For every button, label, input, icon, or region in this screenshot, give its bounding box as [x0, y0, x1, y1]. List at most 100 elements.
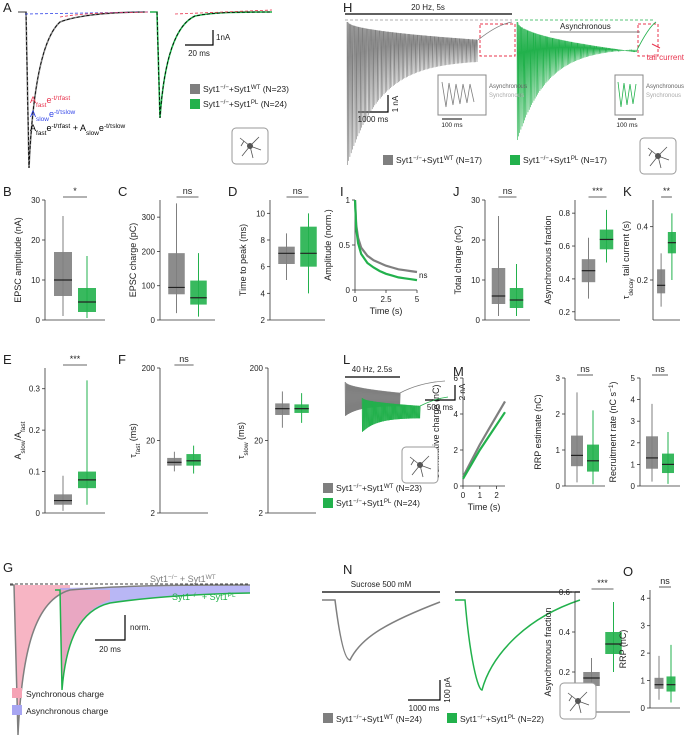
sync-area: [14, 585, 70, 735]
box: [646, 436, 658, 469]
legend-entry: Synchronous charge: [26, 689, 104, 699]
series-line: [462, 400, 506, 478]
y-axis-label: Time to peak (ms): [238, 224, 248, 296]
panel-letter: M: [453, 364, 464, 379]
text-part: −/−: [220, 99, 229, 106]
y-tick-label: 0.6: [559, 588, 571, 597]
trace-group-g: [10, 583, 251, 736]
text-part: slow: [20, 440, 27, 453]
text-part: A: [13, 453, 23, 459]
text-part: +Syt1: [362, 483, 384, 493]
y-tick-label: 10: [471, 276, 480, 285]
arrow: [651, 43, 661, 49]
legend-swatch: [510, 155, 520, 165]
y-axis-label: τdecay tail current (s): [621, 221, 635, 299]
text-part: +Syt1: [229, 99, 251, 109]
text-part: slow: [86, 130, 99, 137]
label: Afaste-t/τfast + Aslowe-t/τslow: [30, 123, 126, 137]
text-part: (N=24): [393, 714, 422, 724]
text-part: + A: [70, 123, 86, 133]
text-part: tail current (s): [621, 221, 631, 279]
y-tick-label: 0.5: [339, 241, 351, 250]
y-axis-label: τfast (ms): [128, 423, 142, 458]
box: [587, 444, 599, 472]
trace: [18, 11, 146, 169]
text-part: (N=23): [260, 84, 289, 94]
panel-letter: B: [3, 184, 12, 199]
legend-swatch: [190, 84, 200, 94]
text-part: e: [46, 95, 51, 105]
label: 20 Hz, 5s: [411, 3, 445, 12]
y-tick-label: 3: [556, 374, 561, 383]
trace: [346, 21, 478, 166]
significance: ns: [503, 186, 513, 196]
y-tick-label: 5: [631, 374, 636, 383]
label: Afaste-t/τfast: [30, 95, 70, 109]
y-tick-label: 0: [151, 316, 156, 325]
panel-letter: C: [118, 184, 127, 199]
text-part: ): [608, 382, 618, 385]
text-part: -t/τfast: [51, 123, 70, 130]
label: 1 nA: [391, 95, 400, 112]
label: 1000 ms: [409, 704, 440, 713]
significance: ***: [592, 186, 603, 196]
fit-line: [25, 11, 146, 169]
trace: [477, 21, 513, 41]
panel-letter: H: [343, 0, 352, 15]
label: 20 ms: [99, 645, 121, 654]
y-tick-label: 0.3: [29, 385, 41, 394]
series-line: [353, 199, 418, 274]
y-tick-label: 0.4: [559, 275, 571, 284]
y-tick-label: 0.2: [559, 668, 571, 677]
scale-bar: [358, 95, 389, 113]
legend-entry: Syt1−/−+Syt1WT (N=17): [396, 155, 482, 166]
text-part: A: [30, 95, 36, 105]
inset-trace: [441, 81, 475, 108]
text-part: slow: [36, 116, 49, 123]
x-tick-label: 2: [494, 491, 499, 500]
box: [605, 632, 622, 654]
x-tick-label: 0: [461, 491, 466, 500]
y-tick-label: 300: [142, 213, 156, 222]
y-tick-label: 2: [259, 509, 264, 518]
box: [54, 494, 72, 505]
box: [186, 454, 201, 466]
trace: [322, 599, 441, 661]
text-part: +Syt1: [486, 714, 508, 724]
y-tick-label: 0.2: [29, 426, 41, 435]
y-tick-label: 4: [641, 594, 646, 603]
scale-bar: [95, 615, 126, 641]
scale-bar: [185, 30, 214, 46]
inset-trace: [617, 81, 637, 108]
y-tick-label: 30: [471, 196, 480, 205]
y-tick-label: 0: [36, 316, 41, 325]
y-axis-label: Cumulative charge (nC): [431, 384, 441, 479]
label: 100 ms: [441, 122, 463, 129]
y-tick-label: 8: [261, 236, 266, 245]
text-part: +Syt1: [422, 155, 444, 165]
legend-entry: Syt1−/−+Syt1PL (N=17): [523, 155, 607, 166]
sync-area: [60, 590, 110, 690]
text-part: Recruitment rate (nC s: [608, 391, 618, 482]
scale-bar: [408, 680, 441, 701]
panel-letter: E: [3, 352, 12, 367]
label: Asynchronous: [560, 22, 611, 31]
y-axis-label: Recruitment rate (nC s−1): [608, 382, 619, 483]
text-part: (N=24): [258, 99, 287, 109]
y-axis-label: Total charge (nC): [453, 225, 463, 294]
panel-letter: K: [623, 184, 632, 199]
text-part: Syt1: [523, 155, 540, 165]
text-part: Syt1: [203, 99, 220, 109]
panel-letter: O: [623, 564, 633, 579]
neuron-icon: [567, 691, 590, 714]
neuron-icon: [239, 136, 262, 159]
label: Synchronous: [646, 93, 681, 99]
box: [657, 269, 666, 294]
label: 1000 ms: [358, 115, 389, 124]
text-part: −1: [608, 384, 615, 392]
trace: [455, 599, 581, 691]
box: [300, 226, 317, 267]
y-tick-label: 6: [454, 374, 459, 383]
legend-swatch: [12, 705, 22, 715]
